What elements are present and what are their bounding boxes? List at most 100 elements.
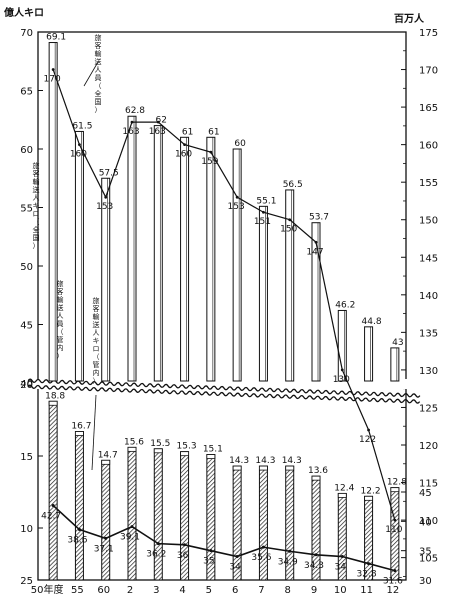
right-tick-label: 45 [419,488,432,499]
lower-bar [48,400,58,581]
series-name-char: （ [95,82,102,90]
upper-bar [180,136,190,382]
upper-bar-value-label: 60 [234,139,246,149]
upper-bar-value-label: 43 [392,338,403,348]
upper-bar-value-label: 62.8 [125,106,145,116]
series-name-char: （ [93,353,100,361]
upper-bar-value-label: 57.5 [99,168,119,178]
lower-bar-value-label: 16.7 [71,422,91,432]
series-name-char: 管 [93,360,100,369]
right-tick-label: 105 [419,554,438,565]
right-tick-label: 150 [419,216,438,227]
lower-line-point [77,528,81,532]
series-name-char: 員 [57,320,64,328]
lower-bar-cap [153,448,163,454]
upper-bar-value-label: 53.7 [309,213,329,223]
lower-bar-value-label: 12.4 [334,483,354,493]
upper-line-value-label: 110 [385,525,402,535]
series-name-char: （ [57,328,64,336]
series-name-char: 送 [93,320,100,329]
x-tick-label: 4 [179,585,185,596]
upper-bar [206,136,216,382]
lower-bar [101,459,111,581]
lower-line-value-label: 35 [203,557,214,567]
upper-line-value-label: 160 [175,150,192,160]
series-name-char: 旅 [95,33,102,42]
upper-line-point [51,68,55,71]
series-name-char: 全 [95,89,102,98]
lower-line-value-label: 38.6 [67,536,87,546]
right-tick-label: 165 [419,103,438,114]
lower-bar-value-label: 13.6 [308,466,328,476]
axis-break [27,378,421,404]
series-name-char: 内 [57,343,64,352]
upper-line-value-label: 130 [333,375,350,385]
series-name-char: （ [33,218,40,226]
lower-line-value-label: 36 [177,551,189,561]
left-axis-unit: 億人キロ [4,6,44,19]
series-name-char: ） [33,242,40,250]
right-tick-label: 120 [419,441,438,452]
lower-line-value-label: 34 [335,563,347,573]
series-name-char: ） [95,106,102,114]
lower-bar-value-label: 15.5 [150,439,170,449]
lower-line-value-label: 31.6 [383,577,403,587]
right-tick-label: 155 [419,178,438,189]
upper-line-value-label: 153 [228,202,245,212]
lower-line-value-label: 37.1 [94,544,114,554]
upper-line-point [156,120,160,124]
text-layer: 7065605550454020151025175170165160155150… [4,6,438,596]
axis-break-wave [27,378,421,398]
callout-line [83,61,99,87]
upper-bar [48,42,58,382]
lower-bar-cap [232,465,242,471]
upper-bar [390,347,400,382]
upper-bar [232,148,242,382]
x-tick-label: 8 [285,585,291,596]
lower-bar-cap [206,454,216,459]
upper-bar-value-label: 61 [182,127,193,137]
series-name-char: 輸 [95,49,102,58]
lower-line-value-label: 34 [229,563,241,573]
x-tick-label: 5 [206,585,212,596]
x-tick-label: 6 [232,585,238,596]
lower-bar-cap [337,493,347,498]
upper-bar-value-label: 62 [156,116,167,126]
upper-bar [74,130,84,382]
lower-bar-cap [364,495,373,501]
series-name-char: 客 [57,287,64,296]
lower-bar-value-label: 14.3 [229,456,249,466]
left-tick-label: 50 [20,262,33,273]
x-tick-label: 60 [97,585,110,596]
left-tick-label: 70 [20,28,33,39]
lower-passenger-line [52,504,396,572]
left-tick-label: 15 [20,452,33,463]
upper-bar-value-label: 46.2 [335,300,355,310]
lower-bar-value-label: 12.8 [387,478,407,488]
labels-layer: 69.1 61.5 57.5 62.8 62 61 61 60 55.1 56.5 53.7 46.2… [41,33,407,587]
axis-break-wave [27,384,421,404]
lower-line-value-label: 36.2 [146,550,166,560]
x-tick-label: 7 [258,585,264,596]
right-tick-label: 40 [419,517,432,528]
left-tick-label: 10 [20,524,33,535]
upper-line-value-label: 150 [280,225,297,235]
upper-line-value-label: 170 [44,75,61,85]
series-name-char: 客 [93,304,100,313]
series-name-char: ロ [93,345,100,353]
x-tick-label: 12 [386,585,399,596]
axis-break-mask [28,379,416,389]
lower-bar-cap [101,459,111,465]
series-name-char: 送 [33,185,40,194]
upper-line-point [314,240,318,244]
right-tick-label: 35 [419,547,432,558]
series-name-char: 送 [57,303,64,312]
lower-bar-cap [311,475,321,481]
lower-bar [74,431,84,581]
upper-line-value-label: 122 [359,435,376,445]
lower-line-point [314,553,318,557]
